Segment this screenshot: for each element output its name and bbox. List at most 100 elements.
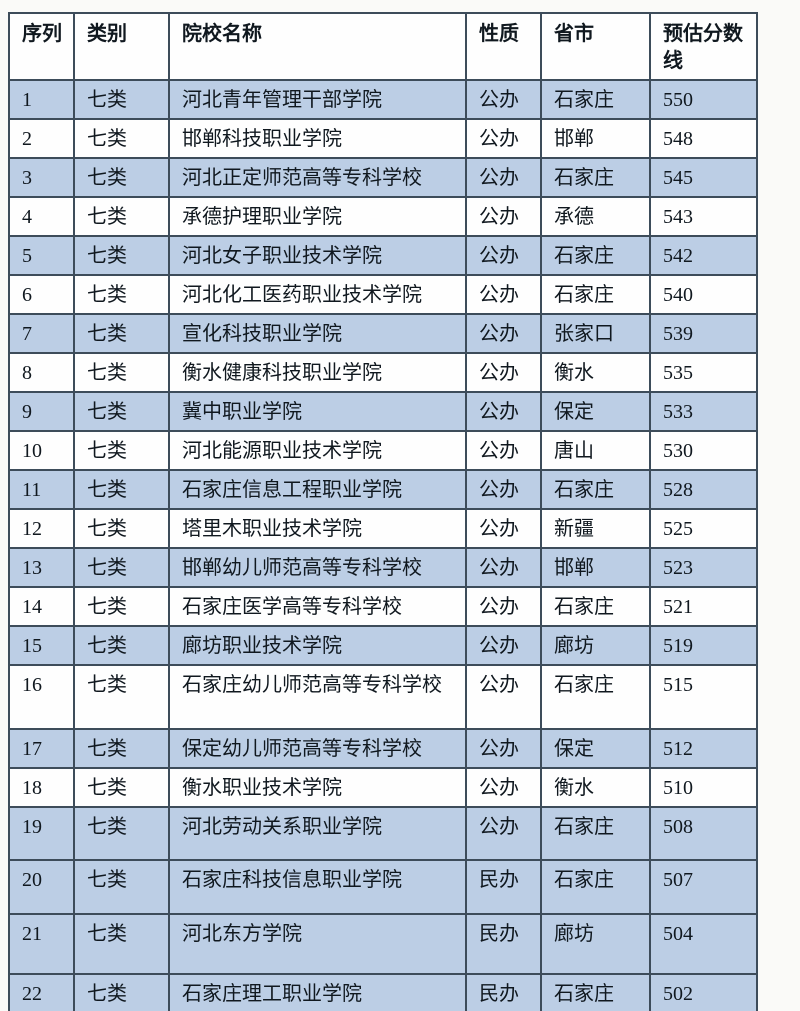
cell-city: 石家庄 (540, 469, 651, 510)
table-row: 2 七类 邯郸科技职业学院 公办 邯郸 548 (8, 118, 758, 159)
cell-category: 七类 (73, 767, 170, 808)
cell-category: 七类 (73, 235, 170, 276)
cell-type: 民办 (465, 973, 542, 1011)
cell-category: 七类 (73, 586, 170, 627)
cell-type: 公办 (465, 664, 542, 730)
cell-type: 公办 (465, 547, 542, 588)
table-row: 10 七类 河北能源职业技术学院 公办 唐山 530 (8, 430, 758, 471)
cell-score: 550 (649, 79, 758, 120)
cell-seq: 7 (8, 313, 75, 354)
cell-city: 廊坊 (540, 625, 651, 666)
cell-category: 七类 (73, 469, 170, 510)
cell-category: 七类 (73, 196, 170, 237)
cell-type: 公办 (465, 118, 542, 159)
table-row: 13 七类 邯郸幼儿师范高等专科学校 公办 邯郸 523 (8, 547, 758, 588)
cell-seq: 22 (8, 973, 75, 1011)
table-row: 14 七类 石家庄医学高等专科学校 公办 石家庄 521 (8, 586, 758, 627)
cell-seq: 16 (8, 664, 75, 730)
table-row: 5 七类 河北女子职业技术学院 公办 石家庄 542 (8, 235, 758, 276)
cell-name: 冀中职业学院 (168, 391, 467, 432)
table-row: 6 七类 河北化工医药职业技术学院 公办 石家庄 540 (8, 274, 758, 315)
cell-score: 540 (649, 274, 758, 315)
cell-name: 衡水健康科技职业学院 (168, 352, 467, 393)
cell-category: 七类 (73, 664, 170, 730)
cell-score: 523 (649, 547, 758, 588)
table-row: 9 七类 冀中职业学院 公办 保定 533 (8, 391, 758, 432)
cell-score: 519 (649, 625, 758, 666)
column-header-category: 类别 (73, 12, 170, 81)
cell-city: 石家庄 (540, 806, 651, 861)
cell-score: 512 (649, 728, 758, 769)
cell-score: 508 (649, 806, 758, 861)
cell-name: 邯郸科技职业学院 (168, 118, 467, 159)
cell-name: 石家庄医学高等专科学校 (168, 586, 467, 627)
cell-name: 河北能源职业技术学院 (168, 430, 467, 471)
cell-type: 公办 (465, 157, 542, 198)
cell-seq: 4 (8, 196, 75, 237)
cell-city: 廊坊 (540, 913, 651, 975)
cell-score: 510 (649, 767, 758, 808)
cell-name: 石家庄理工职业学院 (168, 973, 467, 1011)
cell-score: 502 (649, 973, 758, 1011)
cell-category: 七类 (73, 118, 170, 159)
cell-seq: 13 (8, 547, 75, 588)
cell-category: 七类 (73, 508, 170, 549)
cell-category: 七类 (73, 274, 170, 315)
cell-type: 公办 (465, 391, 542, 432)
cell-city: 唐山 (540, 430, 651, 471)
cell-type: 公办 (465, 767, 542, 808)
cell-type: 公办 (465, 235, 542, 276)
cell-category: 七类 (73, 625, 170, 666)
table-row: 11 七类 石家庄信息工程职业学院 公办 石家庄 528 (8, 469, 758, 510)
cell-seq: 6 (8, 274, 75, 315)
cell-type: 公办 (465, 625, 542, 666)
table-row: 1 七类 河北青年管理干部学院 公办 石家庄 550 (8, 79, 758, 120)
cell-category: 七类 (73, 430, 170, 471)
cell-score: 515 (649, 664, 758, 730)
cell-seq: 8 (8, 352, 75, 393)
cell-score: 521 (649, 586, 758, 627)
cell-name: 宣化科技职业学院 (168, 313, 467, 354)
column-header-name: 院校名称 (168, 12, 467, 81)
cell-name: 石家庄幼儿师范高等专科学校 (168, 664, 467, 730)
cell-name: 衡水职业技术学院 (168, 767, 467, 808)
cell-city: 张家口 (540, 313, 651, 354)
cell-name: 河北东方学院 (168, 913, 467, 975)
cell-name: 廊坊职业技术学院 (168, 625, 467, 666)
table-row: 15 七类 廊坊职业技术学院 公办 廊坊 519 (8, 625, 758, 666)
cell-city: 石家庄 (540, 235, 651, 276)
cell-name: 河北青年管理干部学院 (168, 79, 467, 120)
cell-score: 545 (649, 157, 758, 198)
cell-seq: 15 (8, 625, 75, 666)
table-header-row: 序列 类别 院校名称 性质 省市 预估分数线 (8, 12, 758, 81)
cell-name: 邯郸幼儿师范高等专科学校 (168, 547, 467, 588)
cell-seq: 5 (8, 235, 75, 276)
cell-city: 石家庄 (540, 664, 651, 730)
cell-category: 七类 (73, 859, 170, 915)
cell-seq: 9 (8, 391, 75, 432)
cell-category: 七类 (73, 547, 170, 588)
cell-city: 衡水 (540, 767, 651, 808)
table-row: 12 七类 塔里木职业技术学院 公办 新疆 525 (8, 508, 758, 549)
table-row: 3 七类 河北正定师范高等专科学校 公办 石家庄 545 (8, 157, 758, 198)
cell-seq: 17 (8, 728, 75, 769)
cell-city: 承德 (540, 196, 651, 237)
cell-score: 539 (649, 313, 758, 354)
cell-type: 公办 (465, 274, 542, 315)
cell-city: 石家庄 (540, 973, 651, 1011)
table-row: 18 七类 衡水职业技术学院 公办 衡水 510 (8, 767, 758, 808)
table-row: 21 七类 河北东方学院 民办 廊坊 504 (8, 913, 758, 975)
cell-city: 邯郸 (540, 547, 651, 588)
table-row: 22 七类 石家庄理工职业学院 民办 石家庄 502 (8, 973, 758, 1011)
cell-name: 河北女子职业技术学院 (168, 235, 467, 276)
table-row: 7 七类 宣化科技职业学院 公办 张家口 539 (8, 313, 758, 354)
cell-type: 民办 (465, 913, 542, 975)
cell-name: 保定幼儿师范高等专科学校 (168, 728, 467, 769)
cell-type: 公办 (465, 196, 542, 237)
cell-city: 保定 (540, 728, 651, 769)
column-header-seq: 序列 (8, 12, 75, 81)
cell-city: 石家庄 (540, 157, 651, 198)
cell-type: 公办 (465, 728, 542, 769)
cell-type: 公办 (465, 313, 542, 354)
cell-type: 公办 (465, 352, 542, 393)
